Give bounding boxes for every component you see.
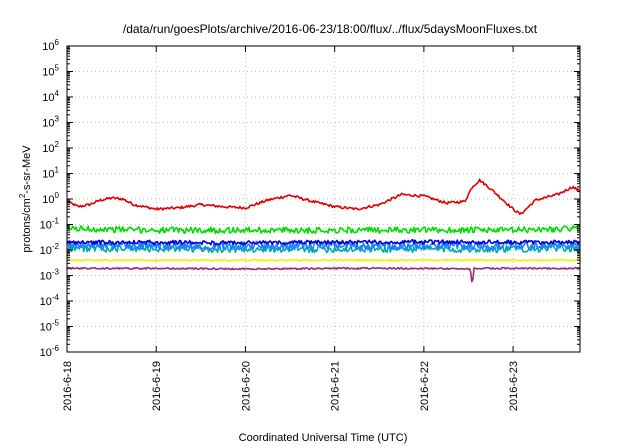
y-tick-label: 106: [42, 38, 59, 53]
x-tick-label: 2016-6-20: [240, 361, 252, 411]
y-axis-label: protons/cm2-s-sr-MeV: [18, 145, 33, 253]
axis-ticks: 10-6 10-5 10-4 10-3 10-2 10-1 100 101 102 103 104 1…: [40, 38, 580, 411]
series-line-5: [66, 239, 581, 246]
y-tick-label: 10-3: [40, 268, 60, 283]
y-tick-label: 10-6: [40, 344, 60, 359]
y-tick-label: 104: [42, 89, 59, 104]
x-axis-label: Coordinated Universal Time (UTC): [239, 432, 408, 444]
y-tick-label: 102: [42, 140, 59, 155]
x-tick-label: 2016-6-18: [62, 361, 74, 411]
y-tick-label: 103: [42, 115, 59, 130]
chart-title: /data/run/goesPlots/archive/2016-06-23/1…: [123, 22, 538, 36]
series-line-6: [66, 258, 581, 262]
grid: [67, 46, 580, 352]
y-tick-label: 10-2: [40, 242, 60, 257]
series-layer: [66, 178, 581, 283]
x-tick-label: 2016-6-21: [330, 361, 342, 411]
series-line-2: [66, 224, 581, 234]
x-tick-label: 2016-6-23: [508, 361, 520, 411]
y-tick-label: 105: [42, 64, 59, 79]
y-tick-label: 10-5: [40, 319, 60, 334]
x-tick-label: 2016-6-22: [419, 361, 431, 411]
x-tick-label: 2016-6-19: [151, 361, 163, 411]
series-line-7: [66, 266, 581, 283]
y-tick-label: 10-1: [40, 217, 60, 232]
y-tick-label: 101: [42, 166, 59, 181]
y-tick-label: 10-4: [40, 293, 60, 308]
y-tick-label: 100: [42, 191, 59, 206]
series-line-1: [66, 178, 581, 215]
